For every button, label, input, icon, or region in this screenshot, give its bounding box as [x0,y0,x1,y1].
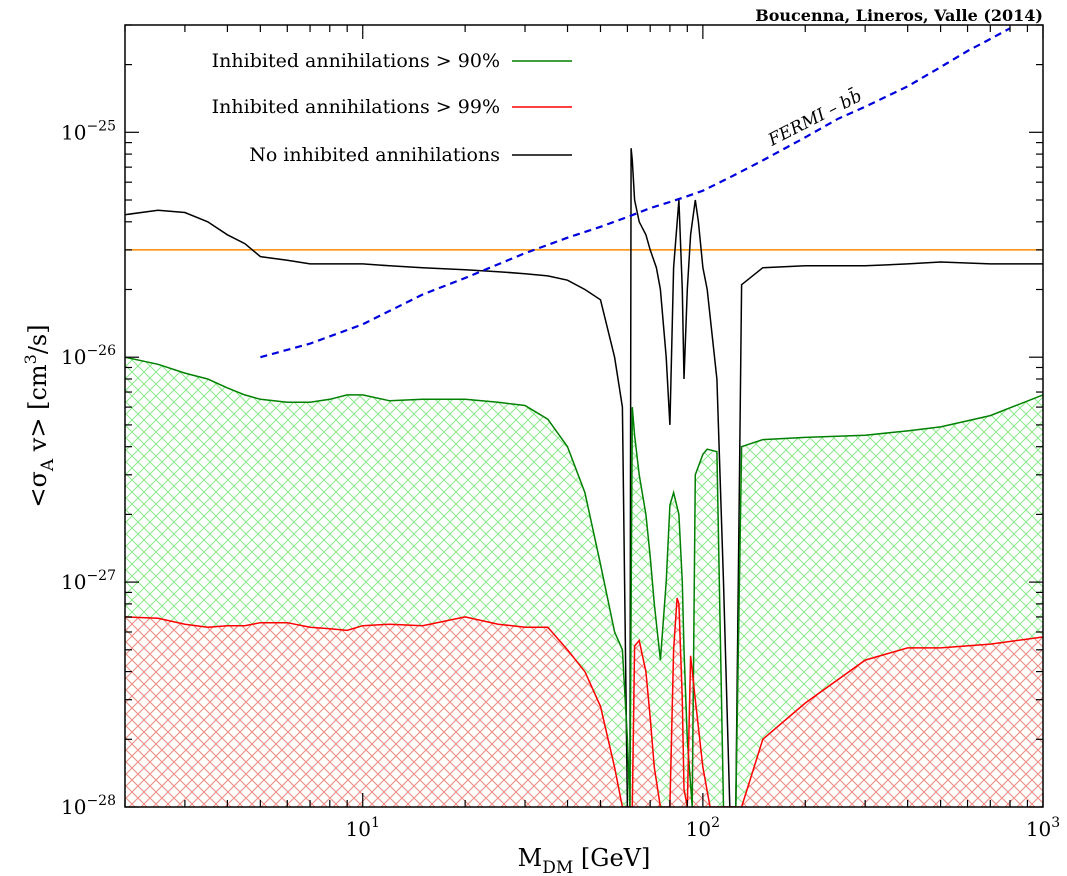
y-tick-label: 10−28 [61,793,116,819]
credit-text: Boucenna, Lineros, Valle (2014) [755,6,1043,25]
x-axis-label: MDM [GeV] [518,844,651,876]
x-tick-labels: 101 102 103 [346,815,1061,841]
series-fermi-line [260,27,1011,359]
y-tick-label: 10−27 [61,568,116,594]
y-tick-label: 10−26 [61,343,116,369]
y-axis-label: <σA v> [cm3/s] [21,324,58,507]
legend-label-90: Inhibited annihilations > 90% [212,50,500,72]
x-tick-label: 101 [346,815,380,841]
x-tick-label: 103 [1026,815,1060,841]
x-tick-label: 102 [686,815,720,841]
legend-label-99: Inhibited annihilations > 99% [212,96,500,118]
series-90-line [125,356,1043,807]
plot-frame [124,24,1044,808]
legend: Inhibited annihilations > 90% Inhibited … [212,50,572,166]
y-tick-label: 10−25 [61,118,116,144]
region-99-fill [125,598,1043,807]
series-no-inhibition-line [125,148,1043,807]
series-99-line [125,597,1043,807]
legend-label-none: No inhibited annihilations [249,144,500,166]
y-tick-labels: 10−28 10−27 10−26 10−25 [61,118,116,819]
